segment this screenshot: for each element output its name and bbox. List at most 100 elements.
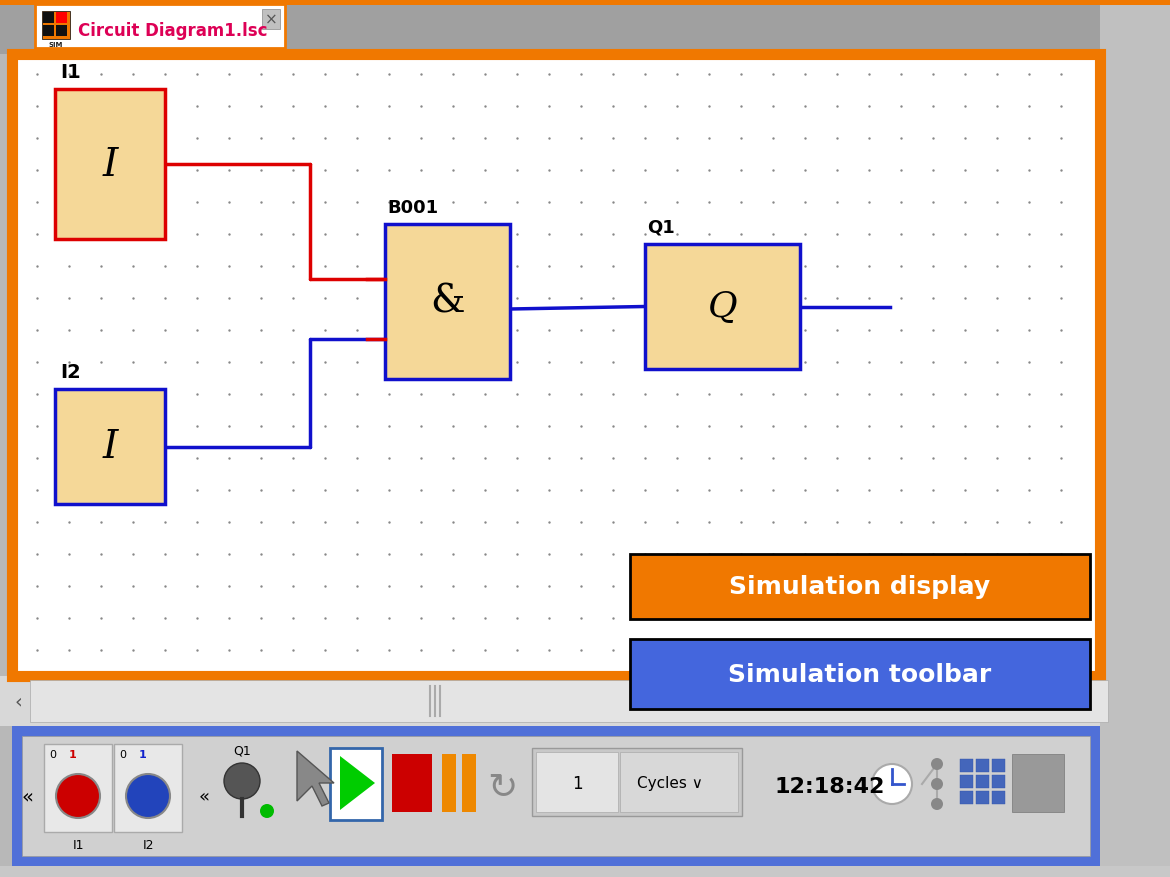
Bar — [262, 10, 280, 30]
Point — [860, 196, 879, 210]
Point — [956, 611, 975, 625]
Point — [892, 355, 910, 369]
Point — [443, 452, 462, 466]
Point — [412, 132, 431, 146]
Point — [1019, 643, 1038, 657]
Bar — [385, 225, 510, 380]
Point — [379, 355, 398, 369]
Point — [220, 292, 239, 306]
Point — [892, 132, 910, 146]
Point — [604, 419, 622, 433]
Point — [731, 132, 750, 146]
Polygon shape — [340, 756, 376, 810]
Point — [252, 260, 270, 274]
Point — [316, 580, 335, 594]
Point — [923, 611, 942, 625]
Text: Simulation display: Simulation display — [729, 574, 991, 599]
Point — [987, 643, 1006, 657]
Point — [860, 483, 879, 497]
Point — [508, 580, 526, 594]
Point — [412, 388, 431, 402]
Point — [1019, 611, 1038, 625]
Point — [700, 388, 718, 402]
Point — [443, 611, 462, 625]
Circle shape — [931, 798, 943, 810]
Point — [860, 164, 879, 178]
Point — [668, 292, 687, 306]
Point — [604, 611, 622, 625]
Point — [156, 324, 174, 338]
Point — [476, 164, 495, 178]
Point — [28, 100, 47, 114]
Point — [764, 324, 783, 338]
Point — [892, 324, 910, 338]
Point — [283, 132, 302, 146]
Point — [635, 580, 654, 594]
Point — [1019, 260, 1038, 274]
Point — [635, 292, 654, 306]
Point — [1019, 228, 1038, 242]
Point — [700, 196, 718, 210]
Bar — [22, 736, 1090, 856]
Point — [91, 292, 110, 306]
Point — [956, 228, 975, 242]
Point — [796, 355, 814, 369]
Point — [91, 452, 110, 466]
Point — [316, 196, 335, 210]
Point — [1019, 68, 1038, 82]
Point — [124, 228, 143, 242]
Point — [539, 516, 558, 530]
Point — [220, 452, 239, 466]
Point — [923, 324, 942, 338]
Point — [987, 452, 1006, 466]
Point — [1019, 355, 1038, 369]
Point — [412, 452, 431, 466]
Point — [668, 132, 687, 146]
Point — [124, 580, 143, 594]
Point — [923, 516, 942, 530]
Point — [668, 643, 687, 657]
Point — [1019, 292, 1038, 306]
Point — [124, 68, 143, 82]
Point — [187, 355, 206, 369]
Point — [923, 355, 942, 369]
Point — [668, 611, 687, 625]
Point — [91, 516, 110, 530]
Point — [28, 419, 47, 433]
Point — [731, 260, 750, 274]
Point — [252, 643, 270, 657]
Point — [860, 324, 879, 338]
Point — [956, 452, 975, 466]
Point — [892, 292, 910, 306]
Point — [187, 643, 206, 657]
Point — [124, 516, 143, 530]
Point — [476, 516, 495, 530]
Point — [700, 580, 718, 594]
Point — [764, 547, 783, 561]
Point — [539, 164, 558, 178]
Point — [60, 611, 78, 625]
Point — [572, 611, 591, 625]
Point — [923, 228, 942, 242]
Bar — [35, 5, 285, 49]
Point — [1019, 100, 1038, 114]
Point — [187, 100, 206, 114]
Point — [700, 228, 718, 242]
Point — [220, 580, 239, 594]
Point — [60, 292, 78, 306]
Point — [379, 419, 398, 433]
Point — [187, 132, 206, 146]
Bar — [536, 752, 618, 812]
Point — [60, 68, 78, 82]
Point — [252, 355, 270, 369]
Point — [827, 228, 846, 242]
Point — [604, 196, 622, 210]
Point — [156, 643, 174, 657]
Point — [156, 260, 174, 274]
Point — [796, 228, 814, 242]
Point — [892, 547, 910, 561]
Point — [220, 196, 239, 210]
Point — [412, 68, 431, 82]
Point — [1052, 324, 1071, 338]
Point — [476, 355, 495, 369]
